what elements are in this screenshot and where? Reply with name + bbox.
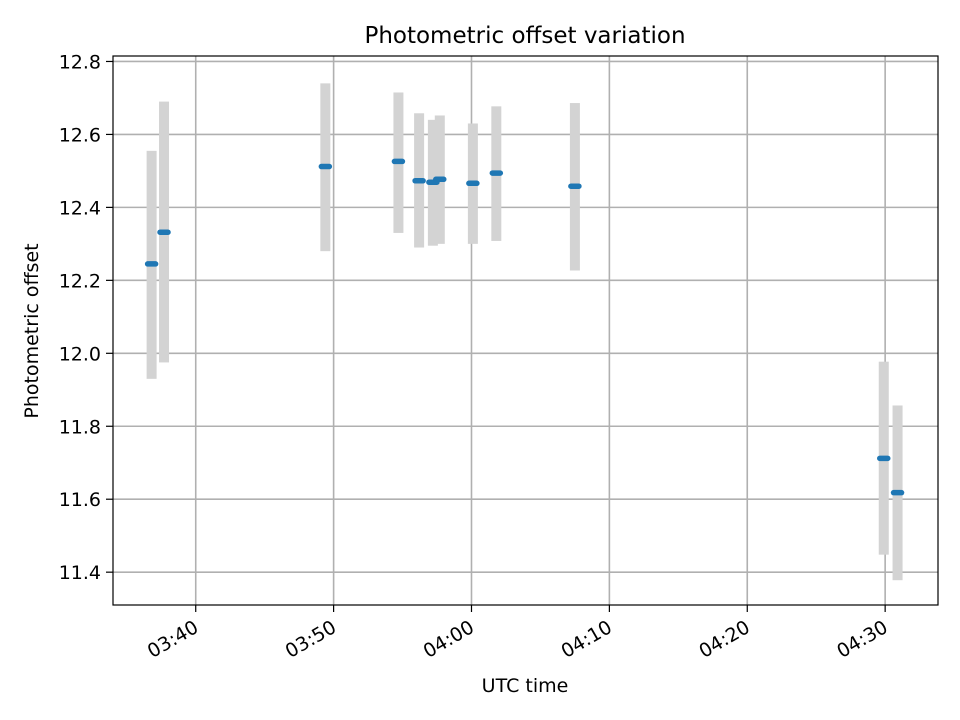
y-axis-label: Photometric offset — [21, 243, 43, 418]
y-tick-label: 11.6 — [59, 489, 101, 511]
x-axis-label: UTC time — [482, 675, 569, 697]
grid-lines — [113, 56, 938, 605]
y-tick-label: 12.4 — [59, 197, 101, 219]
chart-title: Photometric offset variation — [364, 23, 685, 49]
y-tick-label: 11.4 — [59, 562, 101, 584]
y-tick-label: 11.8 — [59, 416, 101, 438]
y-tick-label: 12.2 — [59, 270, 101, 292]
y-tick-label: 12.0 — [59, 343, 101, 365]
y-tick-label: 12.8 — [59, 51, 101, 73]
data-points — [144, 158, 905, 496]
y-axis: 11.4 11.6 11.8 12.0 12.2 12.4 12.6 12.8 — [59, 51, 113, 584]
plot-frame — [112, 55, 939, 606]
y-tick-label: 12.6 — [59, 124, 101, 146]
